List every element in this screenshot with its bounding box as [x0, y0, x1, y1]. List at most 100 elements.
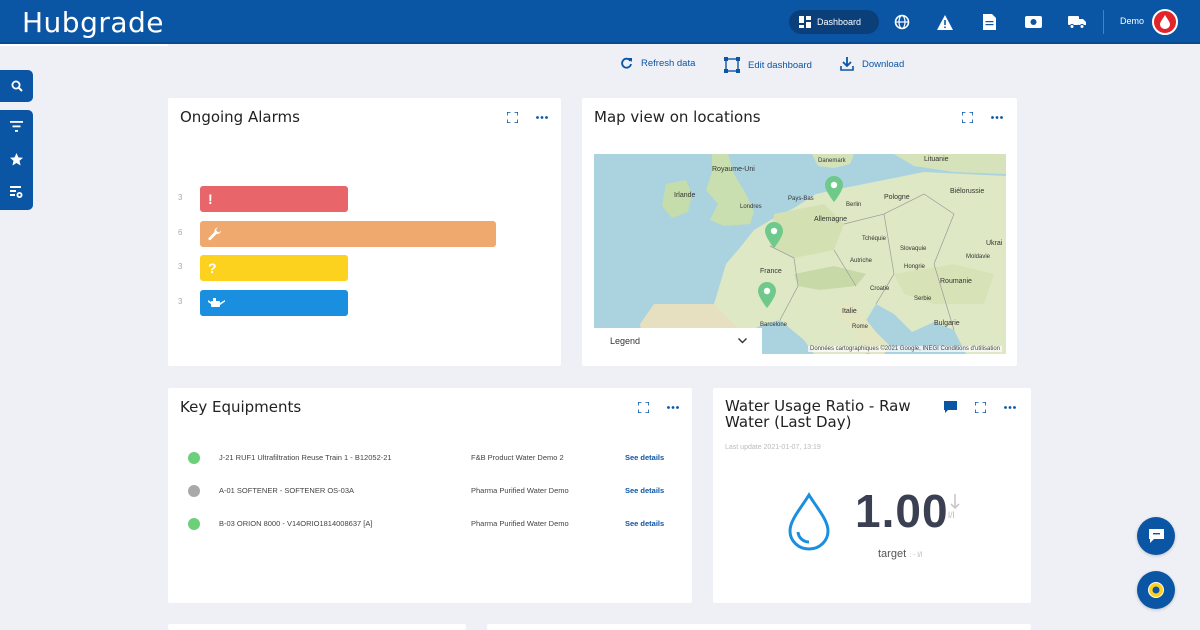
- filter-button[interactable]: [0, 110, 33, 143]
- oil-can-icon: [208, 298, 225, 307]
- table-row[interactable]: J-21 RUF1 Ultrafiltration Reuse Train 1 …: [188, 450, 678, 468]
- logo-underline: [0, 44, 168, 46]
- more-options-icon[interactable]: [666, 400, 680, 414]
- avatar[interactable]: [1152, 9, 1178, 35]
- table-row[interactable]: A-01 SOFTENER - SOFTENER OS-03A Pharma P…: [188, 483, 678, 501]
- map-label: Allemagne: [814, 216, 848, 223]
- favorites-button[interactable]: [0, 143, 33, 176]
- map-label: Royaume-Uni: [712, 166, 755, 173]
- download-button[interactable]: Download: [840, 57, 904, 71]
- equipment-name: J-21 RUF1 Ultrafiltration Reuse Train 1 …: [219, 453, 392, 462]
- location-pin-icon[interactable]: [758, 282, 776, 308]
- filter-icon: [10, 121, 23, 132]
- water-target: target : - l/l: [878, 548, 922, 560]
- see-details-link[interactable]: See details: [625, 453, 665, 462]
- report-icon[interactable]: [1023, 12, 1043, 32]
- map-land-shapes: [640, 154, 1006, 354]
- table-row[interactable]: B-03 ORION 8000 - V14ORIO1814008637 [A] …: [188, 516, 678, 534]
- map-tools: [960, 110, 1004, 124]
- equipment-site: Pharma Purified Water Demo: [471, 486, 569, 495]
- see-details-link[interactable]: See details: [625, 519, 665, 528]
- map-legend-toggle[interactable]: Legend: [594, 328, 762, 354]
- bottom-card-left: [168, 624, 466, 630]
- settings-list-button[interactable]: [0, 176, 33, 209]
- water-usage-unit: l/l: [948, 510, 955, 520]
- alarm-bar-supply[interactable]: [200, 290, 348, 316]
- map-label: Serbie: [914, 296, 932, 302]
- map-label: Slovaquie: [900, 246, 927, 252]
- alarm-count: 3: [178, 193, 183, 202]
- water-usage-title: Water Usage Ratio - Raw Water (Last Day): [725, 397, 911, 431]
- map-label: Moldavie: [966, 254, 991, 260]
- truck-icon[interactable]: [1067, 12, 1087, 32]
- target-value: : - l/l: [909, 552, 923, 559]
- location-pin-icon[interactable]: [765, 222, 783, 248]
- nav-divider: [1103, 10, 1104, 34]
- search-button[interactable]: [0, 70, 33, 102]
- water-drop-icon: [788, 492, 830, 551]
- app-logo[interactable]: Hubgrade: [22, 6, 165, 39]
- lifebuoy-icon: [1148, 582, 1164, 598]
- star-icon: [10, 153, 23, 166]
- alarm-count: 3: [178, 262, 183, 271]
- chat-icon: [1148, 529, 1164, 543]
- expand-icon[interactable]: [973, 400, 987, 414]
- equipment-name: A-01 SOFTENER - SOFTENER OS-03A: [219, 486, 355, 495]
- edit-dashboard-button[interactable]: Edit dashboard: [724, 57, 812, 73]
- status-dot: [188, 518, 200, 530]
- comment-icon[interactable]: [943, 400, 957, 414]
- help-button[interactable]: [1137, 571, 1175, 609]
- equipments-tools: [636, 400, 680, 414]
- expand-icon[interactable]: [505, 110, 519, 124]
- sidebar-tools: [0, 110, 33, 210]
- map-label: Barcelone: [760, 322, 788, 328]
- dashboard-nav-button[interactable]: Dashboard: [789, 10, 879, 34]
- more-options-icon[interactable]: [990, 110, 1004, 124]
- download-icon: [840, 57, 854, 71]
- refresh-data-button[interactable]: Refresh data: [620, 57, 695, 70]
- map-label: Italie: [842, 308, 857, 315]
- expand-icon[interactable]: [960, 110, 974, 124]
- map-label: Lituanie: [924, 156, 949, 163]
- map-label: Biélorussie: [950, 188, 985, 195]
- map-label: Pays-Bas: [788, 196, 814, 202]
- more-options-icon[interactable]: [1003, 400, 1017, 414]
- see-details-link[interactable]: See details: [625, 486, 665, 495]
- alarm-bar-unknown[interactable]: ?: [200, 255, 348, 281]
- alarms-tools: [505, 110, 549, 124]
- document-icon[interactable]: [979, 12, 999, 32]
- map-label: Autriche: [850, 258, 873, 264]
- list-settings-icon: [10, 186, 23, 198]
- location-pin-icon[interactable]: [825, 176, 843, 202]
- water-usage-value: 1.00: [855, 485, 949, 537]
- map-label: Danemark: [818, 158, 846, 164]
- top-bar: Hubgrade Dashboard Demo: [0, 0, 1200, 44]
- europe-map[interactable]: Royaume-Uni Irlande Londres Pays-Bas Ber…: [594, 154, 1006, 354]
- refresh-icon: [621, 57, 632, 69]
- bottom-card-right: [487, 624, 1031, 630]
- warning-icon[interactable]: [935, 12, 955, 32]
- alarm-count: 3: [178, 297, 183, 306]
- alarm-question-icon: ?: [208, 260, 217, 276]
- user-name[interactable]: Demo: [1120, 16, 1145, 26]
- globe-icon[interactable]: [892, 12, 912, 32]
- map-label: Tchéquie: [862, 236, 887, 242]
- last-update-text: Last update 2021-01-07, 13:19: [725, 444, 821, 451]
- map-label: Irlande: [674, 192, 696, 199]
- map-attribution[interactable]: Données cartographiques ©2021 Google, IN…: [807, 346, 1002, 352]
- ongoing-alarms-card: Ongoing Alarms 3 ! 6 3 ? 3: [168, 98, 561, 366]
- arrow-down-icon: [950, 494, 960, 510]
- alarm-bar-maintenance[interactable]: [200, 221, 496, 247]
- water-usage-card: Water Usage Ratio - Raw Water (Last Day)…: [713, 388, 1031, 603]
- map-title: Map view on locations: [594, 108, 761, 126]
- alarm-bar-critical[interactable]: !: [200, 186, 348, 212]
- map-label: Bulgarie: [934, 320, 960, 327]
- dashboard-nav-label: Dashboard: [817, 17, 862, 27]
- equipments-title: Key Equipments: [180, 398, 302, 416]
- chat-button[interactable]: [1137, 517, 1175, 555]
- more-options-icon[interactable]: [535, 110, 549, 124]
- expand-icon[interactable]: [636, 400, 650, 414]
- water-tools: [943, 400, 1017, 414]
- drop-logo-icon: [1160, 15, 1170, 29]
- map-label: Hongrie: [904, 264, 926, 270]
